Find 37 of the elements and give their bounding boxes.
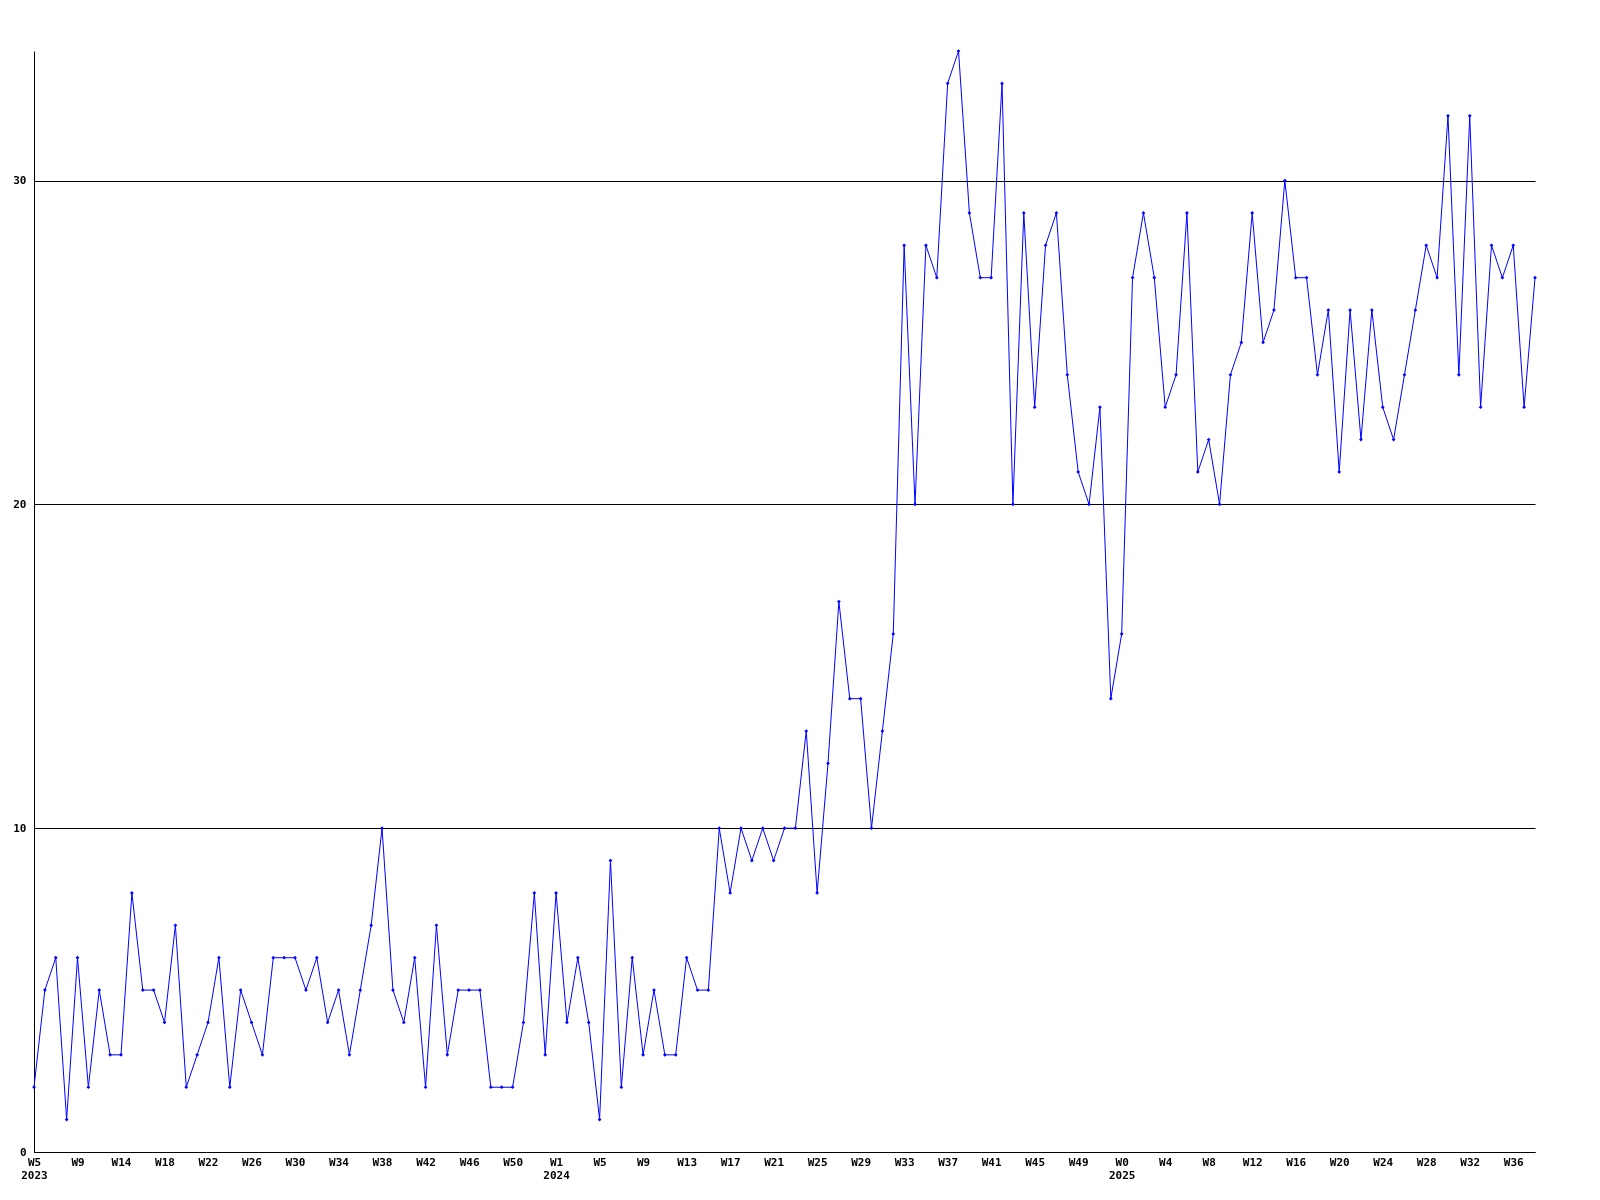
x-tick-label: W30	[285, 1155, 306, 1169]
x-tick-label: W1 2024	[543, 1155, 571, 1182]
x-tick-label: W9	[636, 1155, 651, 1169]
x-tick-label: W12	[1242, 1155, 1263, 1169]
x-tick-label: W26	[242, 1155, 263, 1169]
x-tick-label: W36	[1503, 1155, 1525, 1169]
x-tick-label: W20	[1329, 1155, 1350, 1169]
x-tick-label: W33	[894, 1155, 915, 1169]
x-tick-label: W5	[593, 1155, 607, 1169]
x-tick-label: W18	[155, 1155, 175, 1169]
y-tick-label: 20	[13, 497, 27, 511]
x-tick-label: W38	[372, 1155, 393, 1169]
x-tick-label: W50	[503, 1155, 524, 1169]
x-tick-label: W0 2025	[1108, 1155, 1136, 1182]
x-tick-label: W13	[677, 1155, 698, 1169]
x-tick-label: W14	[111, 1155, 132, 1169]
x-tick-label: W8	[1202, 1155, 1216, 1169]
x-tick-label: W45	[1025, 1155, 1046, 1169]
x-tick-label: W41	[981, 1155, 1002, 1169]
x-tick-label: W37	[938, 1155, 959, 1169]
x-tick-label: W16	[1286, 1155, 1307, 1169]
x-tick-label: W22	[198, 1155, 219, 1169]
x-tick-label: W28	[1416, 1155, 1437, 1169]
x-tick-label: W42	[416, 1155, 436, 1169]
x-tick-label: W29	[851, 1155, 872, 1169]
x-tick-label: W9	[71, 1155, 85, 1169]
y-tick-label: 10	[13, 821, 27, 835]
x-tick-label: W46	[459, 1155, 480, 1169]
x-tick-label: W21	[764, 1155, 785, 1169]
x-tick-label: W34	[329, 1155, 350, 1169]
x-tick-label: W17	[720, 1155, 741, 1169]
x-tick-label: W4	[1159, 1155, 1173, 1169]
y-tick-label: 30	[13, 174, 27, 188]
x-tick-label: W25	[807, 1155, 828, 1169]
x-tick-label: W32	[1460, 1155, 1481, 1169]
x-tick-label: W49	[1068, 1155, 1089, 1169]
x-tick-label: W24	[1373, 1155, 1394, 1169]
